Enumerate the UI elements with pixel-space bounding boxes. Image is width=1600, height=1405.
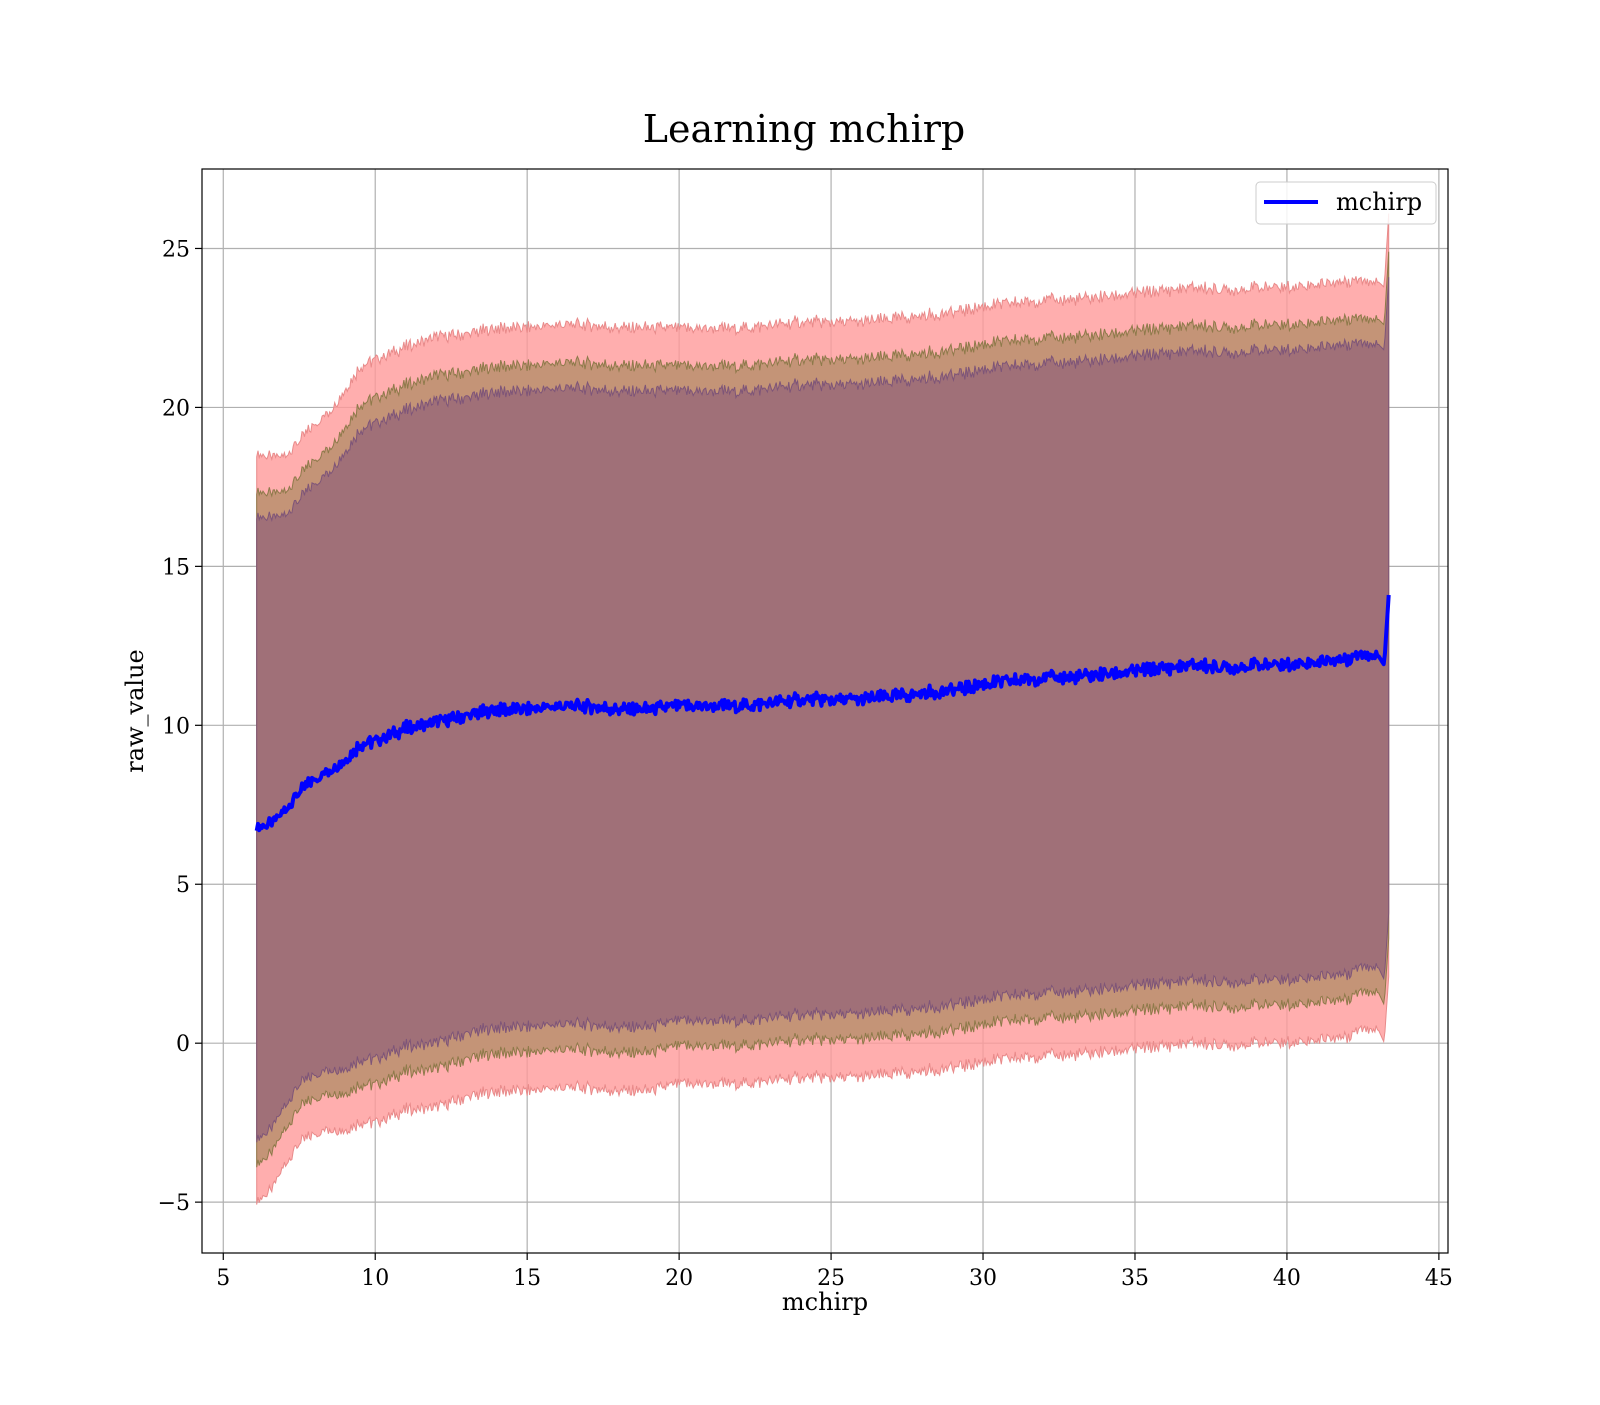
band-inner [256, 277, 1390, 1143]
x-tick-label: 25 [817, 1266, 845, 1291]
x-tick-label: 30 [969, 1266, 997, 1291]
legend-box [1255, 181, 1437, 225]
x-tick-label: 45 [1425, 1266, 1453, 1291]
x-tick-label: 35 [1121, 1266, 1149, 1291]
y-tick-label: 10 [162, 714, 190, 739]
x-tick-label: 5 [216, 1266, 230, 1291]
x-tick-label: 40 [1273, 1266, 1301, 1291]
band-layer [256, 213, 1390, 1205]
x-tick-label: 15 [513, 1266, 541, 1291]
series-line-mchirp [254, 594, 1391, 833]
x-tick-label: 10 [361, 1266, 389, 1291]
y-axis-label: raw_value [121, 649, 149, 773]
legend: mchirp [1255, 181, 1437, 225]
axes-frame [201, 168, 1449, 1254]
y-tick-label: 25 [162, 237, 190, 262]
legend-label: mchirp [1336, 188, 1422, 216]
y-tick-label: −5 [158, 1191, 190, 1216]
x-axis-label: mchirp [782, 1288, 868, 1316]
y-tick-label: 5 [176, 873, 190, 898]
line-layer [254, 594, 1391, 833]
tick-layer: 5 10 15 20 25 30 35 40 45 −5 0 5 10 15 20 25 [158, 237, 1453, 1291]
chart-title: Learning mchirp [643, 107, 965, 151]
x-tick-label: 20 [665, 1266, 693, 1291]
y-tick-label: 0 [176, 1032, 190, 1057]
y-tick-label: 15 [162, 555, 190, 580]
y-tick-label: 20 [162, 396, 190, 421]
